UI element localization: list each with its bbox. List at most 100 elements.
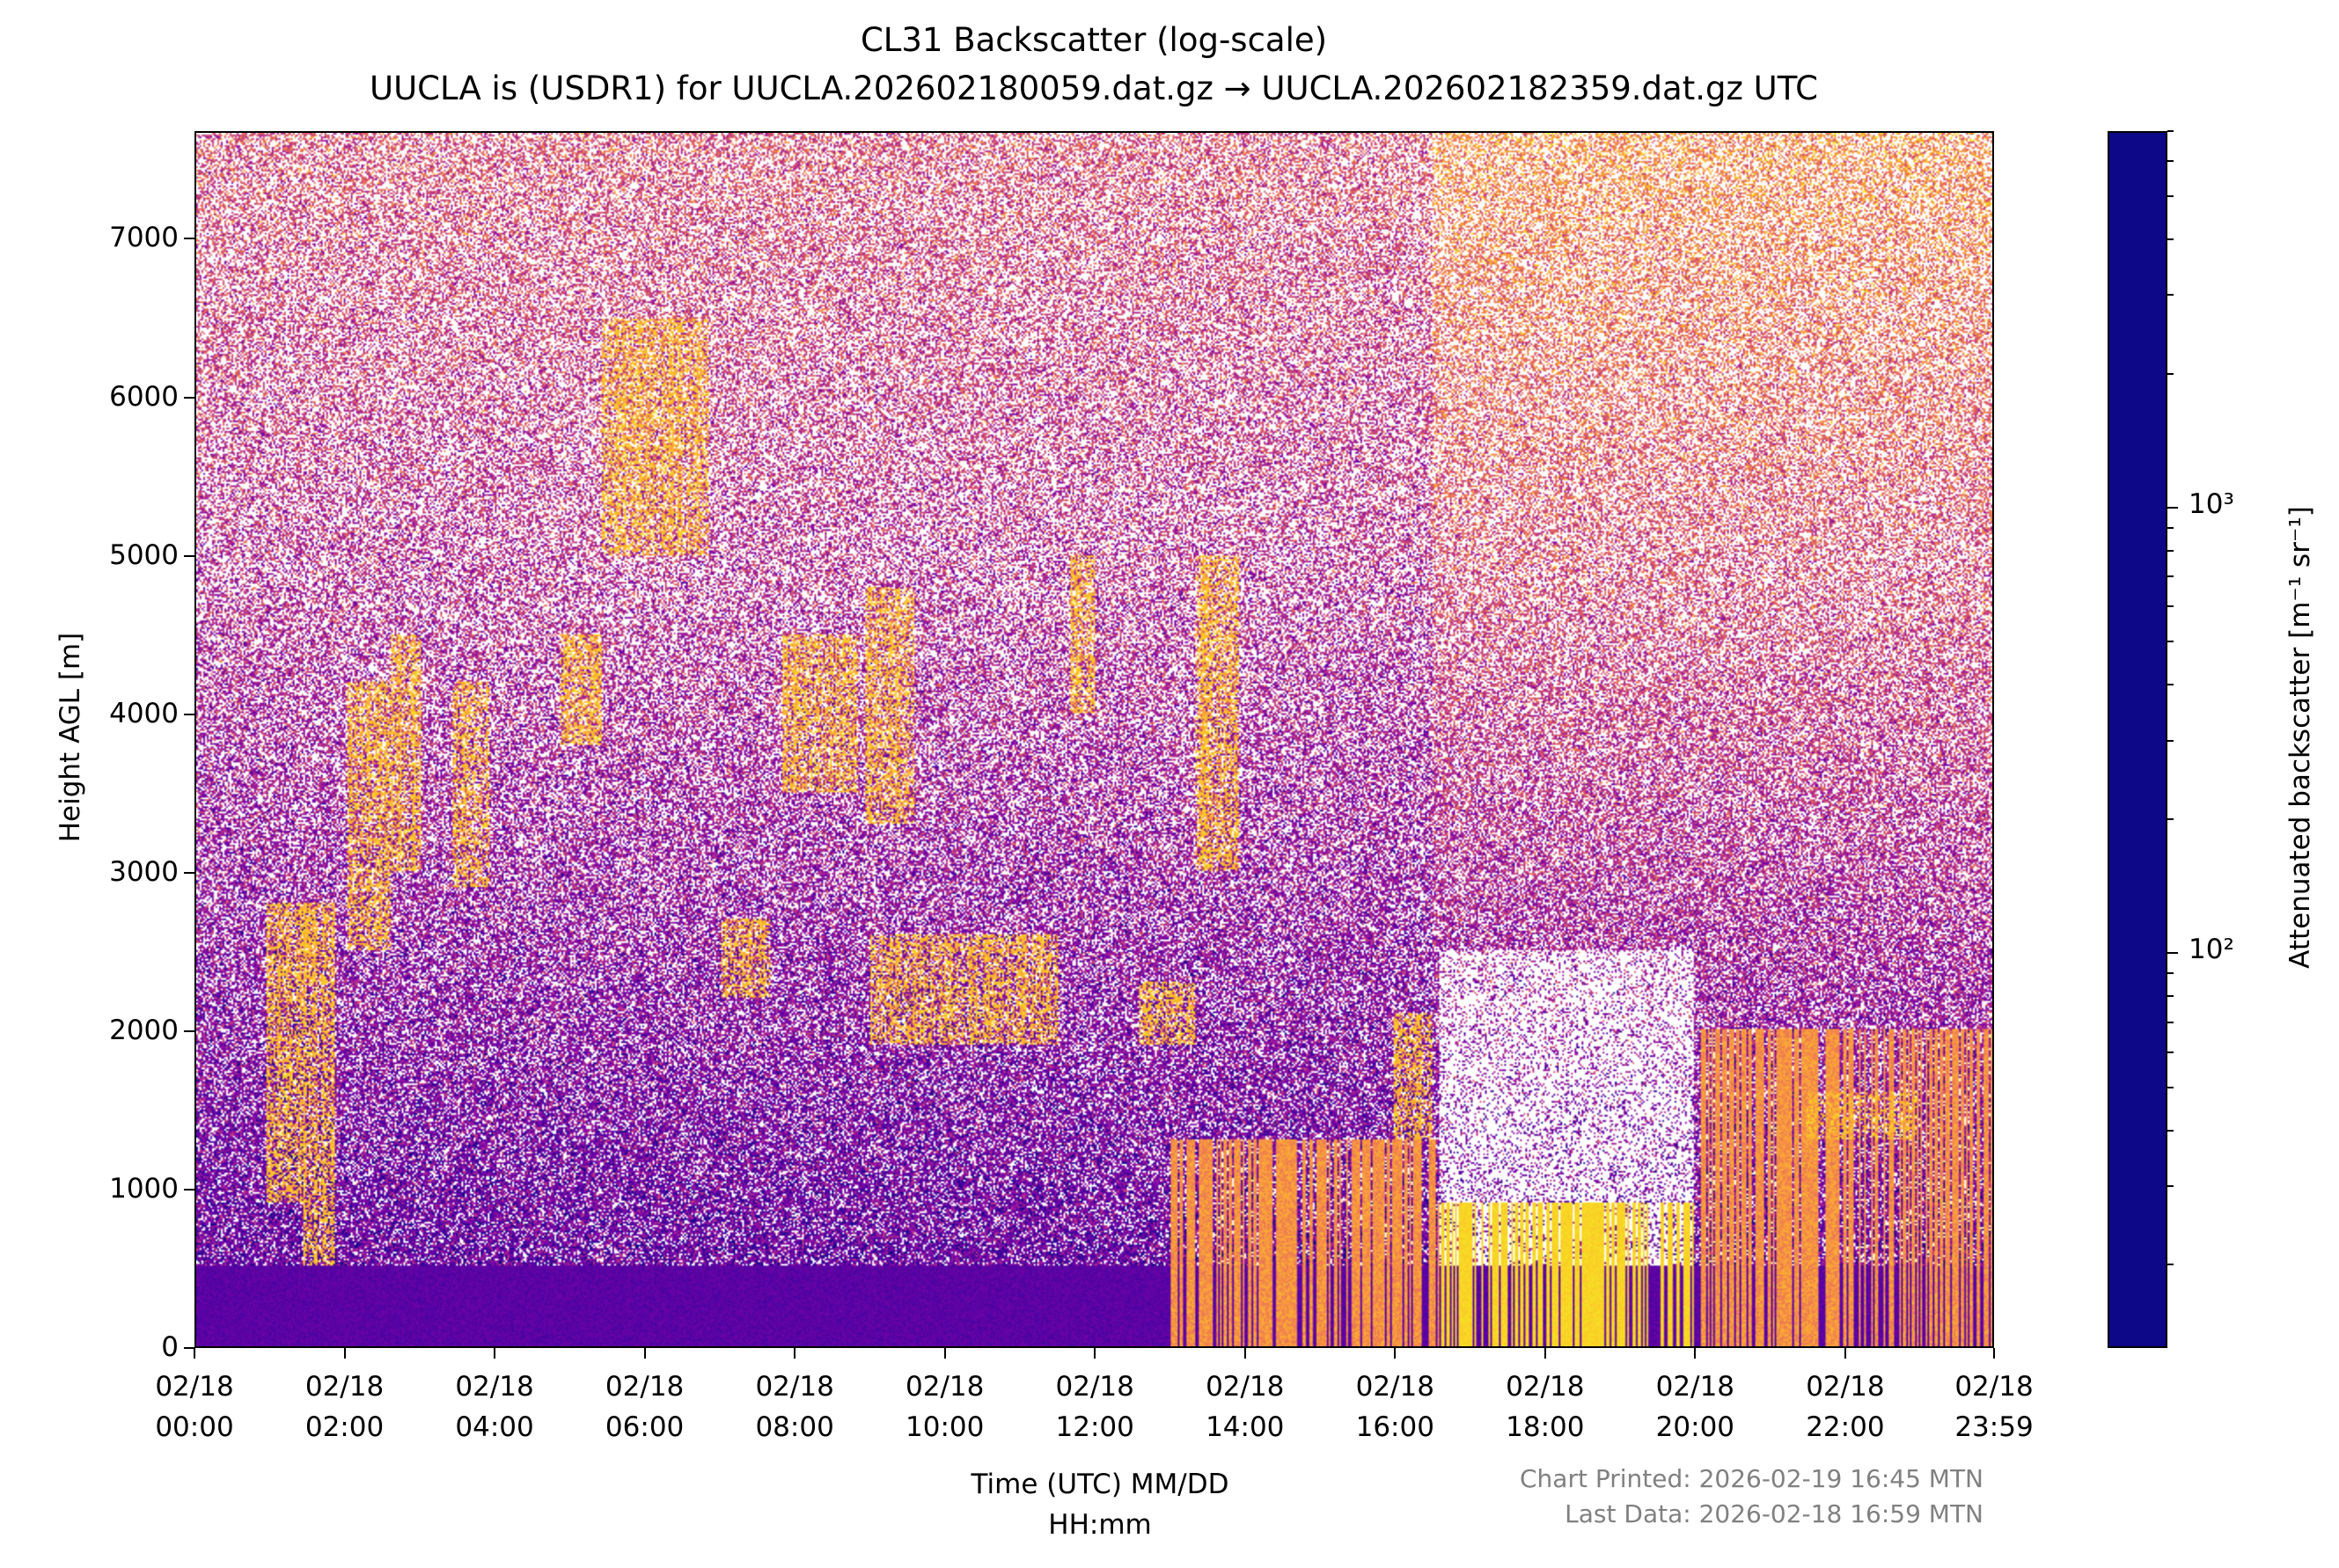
x-tick-mark: [643, 1348, 646, 1359]
x-tick-time: 22:00: [1806, 1411, 1885, 1443]
x-tick-time: 02:00: [304, 1411, 385, 1443]
x-axis-label: Time (UTC) MM/DD HH:mm: [880, 1464, 1320, 1545]
x-tick-time: 16:00: [1355, 1411, 1434, 1443]
footer: Chart Printed: 2026-02-19 16:45 MTN Last…: [1191, 1462, 1983, 1532]
y-tick-label: 5000: [109, 539, 179, 571]
colorbar-minor-tick: [2167, 1185, 2174, 1188]
x-tick-mark: [1543, 1348, 1546, 1359]
x-tick-label: 02/18 20:00: [1607, 1367, 1783, 1447]
x-tick-mark: [1243, 1348, 1246, 1359]
colorbar-minor-tick: [2167, 159, 2174, 162]
x-tick-date: 02/18: [1954, 1371, 2034, 1403]
colorbar-minor-tick: [2167, 995, 2174, 998]
x-tick-time: 00:00: [155, 1411, 234, 1443]
x-tick-date: 02/18: [755, 1371, 834, 1403]
colorbar-minor-tick: [2167, 372, 2174, 375]
colorbar-minor-tick: [2167, 684, 2174, 686]
plot-area: [194, 131, 1994, 1348]
x-tick-label: 02/18 00:00: [106, 1367, 282, 1447]
colorbar-minor-tick: [2167, 1051, 2174, 1053]
x-tick-date: 02/18: [1355, 1371, 1434, 1403]
y-tick-label: 4000: [109, 697, 179, 729]
y-tick-mark: [184, 713, 194, 715]
colorbar-minor-tick: [2167, 575, 2174, 578]
colorbar-tick-label: 10³: [2189, 487, 2234, 520]
x-tick-label: 02/18 06:00: [557, 1367, 733, 1447]
colorbar-minor-tick: [2167, 550, 2174, 552]
colorbar-tick-label: 10²: [2189, 934, 2234, 966]
colorbar-minor-tick: [2167, 1264, 2174, 1266]
colorbar-minor-tick: [2167, 527, 2174, 530]
colorbar-minor-tick: [2167, 1021, 2174, 1023]
y-tick-mark: [184, 238, 194, 240]
x-tick-label: 02/18 23:59: [1906, 1367, 2082, 1447]
colorbar-label: Attenuated backscatter [m⁻¹ sr⁻¹]: [2284, 506, 2316, 969]
x-tick-time: 14:00: [1206, 1411, 1285, 1443]
x-tick-label: 02/18 16:00: [1307, 1367, 1483, 1447]
y-tick-label: 2000: [109, 1014, 179, 1046]
x-tick-time: 06:00: [605, 1411, 685, 1443]
y-tick-label: 3000: [109, 855, 179, 888]
x-tick-mark: [1993, 1348, 1995, 1359]
colorbar-minor-tick: [2167, 641, 2174, 643]
x-tick-mark: [1394, 1348, 1397, 1359]
x-tick-time: 10:00: [906, 1411, 985, 1443]
colorbar-major-tick: [2167, 506, 2178, 509]
y-tick-label: 7000: [109, 222, 179, 254]
backscatter-heatmap: [196, 133, 1992, 1346]
x-tick-mark: [1694, 1348, 1697, 1359]
x-tick-time: 08:00: [755, 1411, 834, 1443]
x-tick-label: 02/18 22:00: [1757, 1367, 1933, 1447]
x-tick-mark: [1844, 1348, 1846, 1359]
colorbar-minor-tick: [2167, 739, 2174, 742]
x-tick-label: 02/18 02:00: [257, 1367, 433, 1447]
x-axis-label-line2: HH:mm: [1048, 1509, 1152, 1541]
colorbar-minor-tick: [2167, 605, 2174, 608]
x-axis-label-line1: Time (UTC) MM/DD: [971, 1469, 1229, 1500]
x-tick-date: 02/18: [1806, 1371, 1885, 1403]
x-tick-date: 02/18: [455, 1371, 534, 1403]
x-tick-mark: [194, 1348, 195, 1359]
x-tick-mark: [343, 1348, 346, 1359]
chart-subtitle: UUCLA is (USDR1) for UUCLA.202602180059.…: [370, 70, 1818, 107]
x-tick-date: 02/18: [1206, 1371, 1285, 1403]
x-tick-date: 02/18: [1055, 1371, 1134, 1403]
x-tick-date: 02/18: [155, 1371, 234, 1403]
x-tick-date: 02/18: [1655, 1371, 1735, 1403]
x-tick-label: 02/18 08:00: [707, 1367, 883, 1447]
y-tick-mark: [184, 554, 194, 557]
x-tick-label: 02/18 18:00: [1457, 1367, 1633, 1447]
colorbar-major-tick: [2167, 952, 2178, 955]
y-axis-label: Height AGL [m]: [55, 632, 86, 843]
chart-printed-text: Chart Printed: 2026-02-19 16:45 MTN: [1519, 1464, 1983, 1493]
x-tick-date: 02/18: [605, 1371, 685, 1403]
x-tick-date: 02/18: [906, 1371, 985, 1403]
x-tick-label: 02/18 10:00: [857, 1367, 1033, 1447]
y-tick-label: 0: [161, 1331, 179, 1363]
colorbar-minor-tick: [2167, 972, 2174, 975]
x-tick-time: 18:00: [1506, 1411, 1585, 1443]
x-tick-mark: [943, 1348, 946, 1359]
colorbar-minor-tick: [2167, 238, 2174, 241]
y-tick-label: 6000: [109, 380, 179, 413]
x-tick-date: 02/18: [304, 1371, 385, 1403]
y-tick-mark: [184, 871, 194, 874]
x-tick-time: 23:59: [1954, 1411, 2034, 1443]
y-tick-mark: [184, 1029, 194, 1032]
colorbar-minor-tick: [2167, 194, 2174, 197]
colorbar-minor-tick: [2167, 130, 2174, 132]
colorbar: [2108, 131, 2167, 1348]
y-tick-mark: [184, 396, 194, 399]
x-tick-time: 04:00: [455, 1411, 534, 1443]
x-tick-date: 02/18: [1506, 1371, 1585, 1403]
colorbar-minor-tick: [2167, 1129, 2174, 1132]
x-tick-label: 02/18 04:00: [407, 1367, 583, 1447]
colorbar-minor-tick: [2167, 294, 2174, 297]
x-tick-time: 20:00: [1655, 1411, 1735, 1443]
x-tick-label: 02/18 14:00: [1157, 1367, 1333, 1447]
x-tick-mark: [494, 1348, 496, 1359]
x-tick-mark: [794, 1348, 796, 1359]
y-tick-mark: [184, 1347, 194, 1349]
x-tick-mark: [1094, 1348, 1096, 1359]
colorbar-minor-tick: [2167, 817, 2174, 820]
